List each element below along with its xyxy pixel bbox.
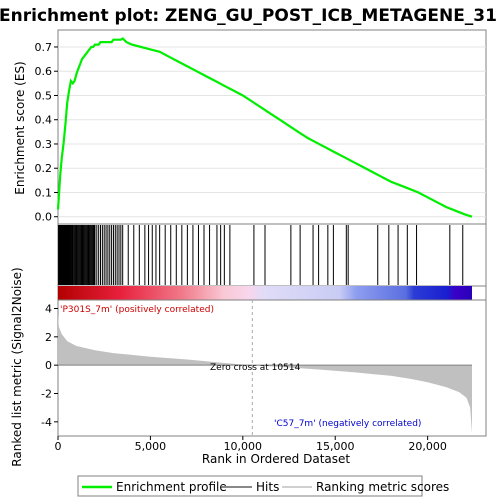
metric-ytick-label: 0 <box>45 359 52 372</box>
es-ytick-label: 0.6 <box>35 65 53 78</box>
es-ytick-label: 0.7 <box>35 41 53 54</box>
chart-title: Enrichment plot: ZENG_GU_POST_ICB_METAGE… <box>0 6 497 26</box>
es-ytick-label: 0.3 <box>35 138 53 151</box>
hits-panel <box>57 223 487 287</box>
enrichment-profile-line <box>56 37 473 218</box>
es-ytick-label: 0.4 <box>35 114 53 127</box>
x-tick-label: 5,000 <box>135 440 167 453</box>
x-tick-label: 0 <box>55 440 62 453</box>
ranking-colorbar <box>58 286 472 300</box>
metric-ytick-label: -4 <box>41 416 52 429</box>
ranking-metric-area <box>58 314 472 434</box>
x-tick-label: 20,000 <box>408 440 447 453</box>
legend-label-enrichment-profile: Enrichment profile <box>116 480 227 494</box>
x-tick-label: 15,000 <box>316 440 355 453</box>
x-axis-label: Rank in Ordered Dataset <box>202 452 350 466</box>
es-ytick-label: 0.2 <box>35 162 53 175</box>
negative-correlation-label: 'C57_7m' (negatively correlated) <box>274 419 421 429</box>
metric-ytick-label: 4 <box>45 303 52 316</box>
es-ytick-label: 0.0 <box>35 211 53 224</box>
es-ytick-label: 0.5 <box>35 89 53 102</box>
es-ytick-label: 0.1 <box>35 186 53 199</box>
positive-correlation-label: 'P301S_7m' (positively correlated) <box>60 305 214 315</box>
metric-ytick-label: 2 <box>45 331 52 344</box>
legend-label-hits: Hits <box>256 480 279 494</box>
es-ylabel: Enrichment score (ES) <box>13 61 27 194</box>
zero-cross-label: Zero cross at 10514 <box>210 363 301 373</box>
metric-ylabel: Ranked list metric (Signal2Noise) <box>10 267 24 466</box>
metric-ytick-label: -2 <box>41 388 52 401</box>
legend-label-ranking-metric-scores: Ranking metric scores <box>316 480 449 494</box>
x-tick-label: 10,000 <box>224 440 263 453</box>
